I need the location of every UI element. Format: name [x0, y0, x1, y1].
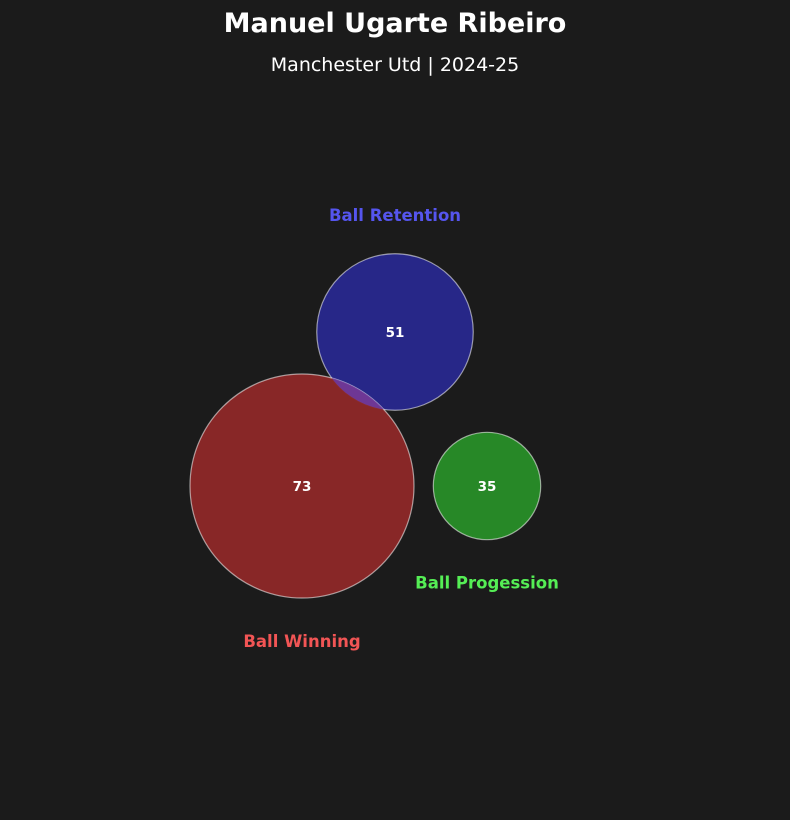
chart-subtitle: Manchester Utd | 2024-25 — [271, 54, 519, 76]
bubble-value-ball-progession: 35 — [478, 479, 497, 495]
bubble-label-ball-progession: Ball Progession — [415, 574, 559, 593]
bubbles-group: 51 Ball Retention 73 Ball Winning 35 Ball Pro… — [189, 206, 559, 651]
bubble-label-ball-winning: Ball Winning — [243, 632, 360, 651]
chart-title: Manuel Ugarte Ribeiro — [224, 8, 567, 39]
bubble-ball-winning — [189, 373, 415, 599]
bubble-value-ball-winning: 73 — [293, 479, 312, 495]
bubble-ball-progession — [432, 431, 542, 541]
bubble-label-ball-retention: Ball Retention — [329, 206, 461, 225]
bubble-value-ball-retention: 51 — [386, 325, 405, 341]
bubble-ball-retention — [316, 253, 474, 411]
